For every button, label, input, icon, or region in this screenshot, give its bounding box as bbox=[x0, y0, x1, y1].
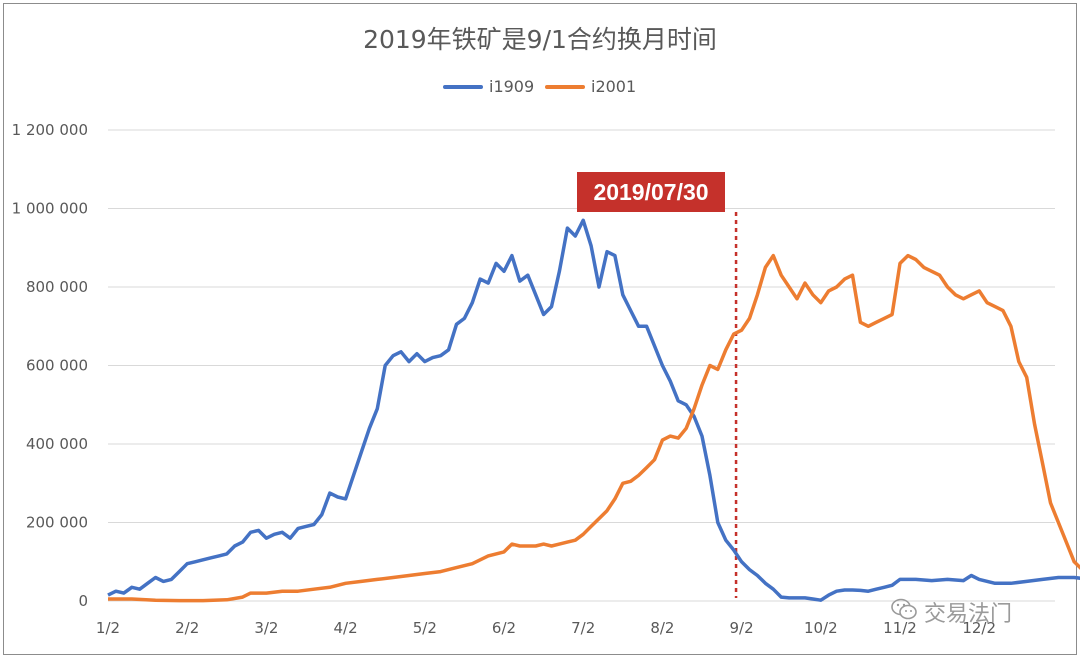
x-tick-label: 7/2 bbox=[571, 619, 595, 637]
x-tick-labels: 1/2 2/2 3/2 4/2 5/2 6/2 7/2 8/2 9/2 10/2 11/2 12/2 bbox=[96, 619, 996, 637]
series-line-i1909 bbox=[107, 218, 1080, 602]
y-tick-label: 800 000 bbox=[26, 278, 88, 296]
chart-title: 2019年铁矿是9/1合约换月时间 bbox=[363, 25, 717, 54]
y-tick-label: 200 000 bbox=[26, 514, 88, 532]
x-tick-label: 1/2 bbox=[96, 619, 120, 637]
marker-date-label: 2019/07/30 bbox=[577, 172, 725, 212]
legend-swatch-i1909 bbox=[443, 84, 483, 89]
x-tick-label: 11/2 bbox=[883, 619, 917, 637]
x-tick-label: 12/2 bbox=[962, 619, 996, 637]
watermark: 交易法门 bbox=[890, 596, 1012, 628]
y-tick-label: 1 200 000 bbox=[12, 121, 88, 139]
legend-label-i2001: i2001 bbox=[591, 77, 637, 96]
x-tick-label: 6/2 bbox=[492, 619, 516, 637]
legend-label-i1909: i1909 bbox=[489, 77, 535, 96]
gridlines bbox=[108, 129, 1055, 602]
series-lines bbox=[107, 218, 1080, 603]
y-tick-label: 400 000 bbox=[26, 435, 88, 453]
legend-item-i1909: i1909 bbox=[443, 77, 534, 96]
x-tick-label: 4/2 bbox=[334, 619, 358, 637]
x-tick-label: 3/2 bbox=[254, 619, 278, 637]
series-line-i2001 bbox=[108, 253, 1080, 603]
y-tick-labels: 0 200 000 400 000 600 000 800 000 1 000 000 1 … bbox=[12, 121, 88, 610]
y-tick-label: 1 000 000 bbox=[12, 200, 88, 218]
x-tick-label: 8/2 bbox=[650, 619, 674, 637]
wechat-icon bbox=[890, 597, 918, 627]
chart-legend: i1909 i2001 bbox=[0, 77, 1080, 99]
x-tick-label: 10/2 bbox=[804, 619, 838, 637]
x-tick-label: 5/2 bbox=[413, 619, 437, 637]
legend-swatch-i2001 bbox=[545, 84, 585, 89]
y-tick-label: 0 bbox=[78, 592, 88, 610]
y-tick-label: 600 000 bbox=[26, 357, 88, 375]
legend-item-i2001: i2001 bbox=[545, 77, 636, 96]
x-tick-label: 2/2 bbox=[175, 619, 199, 637]
x-tick-label: 9/2 bbox=[730, 619, 754, 637]
watermark-text: 交易法门 bbox=[924, 602, 1013, 627]
